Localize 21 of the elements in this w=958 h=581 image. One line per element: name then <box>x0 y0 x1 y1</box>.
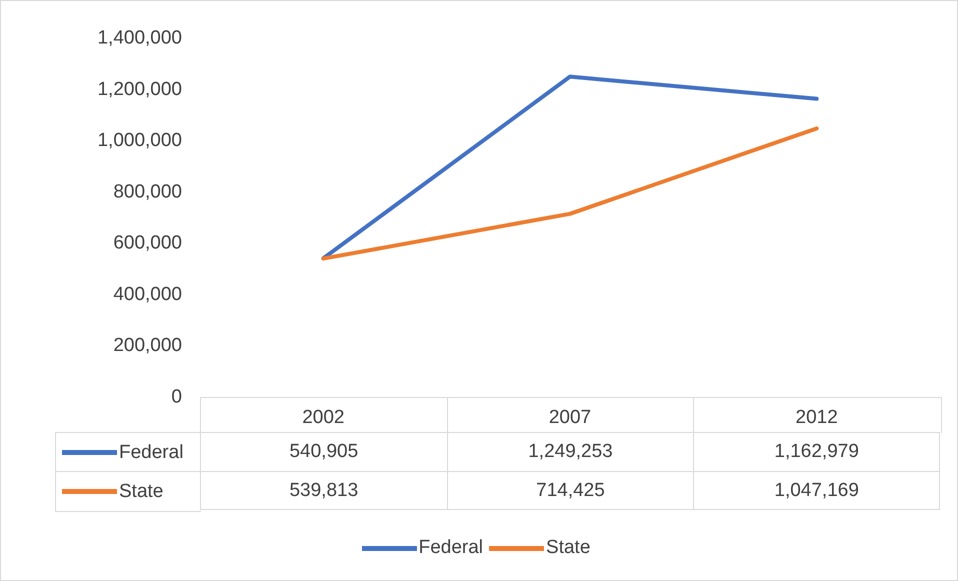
y-tick-label: 1,400,000 <box>97 28 182 48</box>
data-label: 540,905 <box>289 441 358 463</box>
data-label: 1,047,169 <box>774 480 859 502</box>
legend-label: State <box>119 480 164 502</box>
y-tick-label: 1,000,000 <box>97 130 182 152</box>
x-tick-label: 2002 <box>302 407 344 428</box>
text: State <box>546 537 590 558</box>
legend-label: Federal <box>119 442 184 464</box>
data-label: 1,249,253 <box>528 441 613 463</box>
data-label: 539,813 <box>289 480 358 502</box>
x-tick-label: 2007 <box>548 407 592 428</box>
y-tick-label: 0 <box>171 386 182 408</box>
y-tick-label: 1,200,000 <box>97 78 182 100</box>
y-tick-label: 200,000 <box>113 335 182 356</box>
y-tick-label: 400,000 <box>113 284 182 305</box>
data-label: 1,162,979 <box>774 441 859 463</box>
data-label: 714,425 <box>536 480 605 502</box>
y-tick-label: 800,000 <box>113 181 182 202</box>
text: Federal <box>418 537 484 558</box>
y-tick-label: 600,000 <box>113 232 182 254</box>
x-tick-label: 2012 <box>796 407 838 428</box>
